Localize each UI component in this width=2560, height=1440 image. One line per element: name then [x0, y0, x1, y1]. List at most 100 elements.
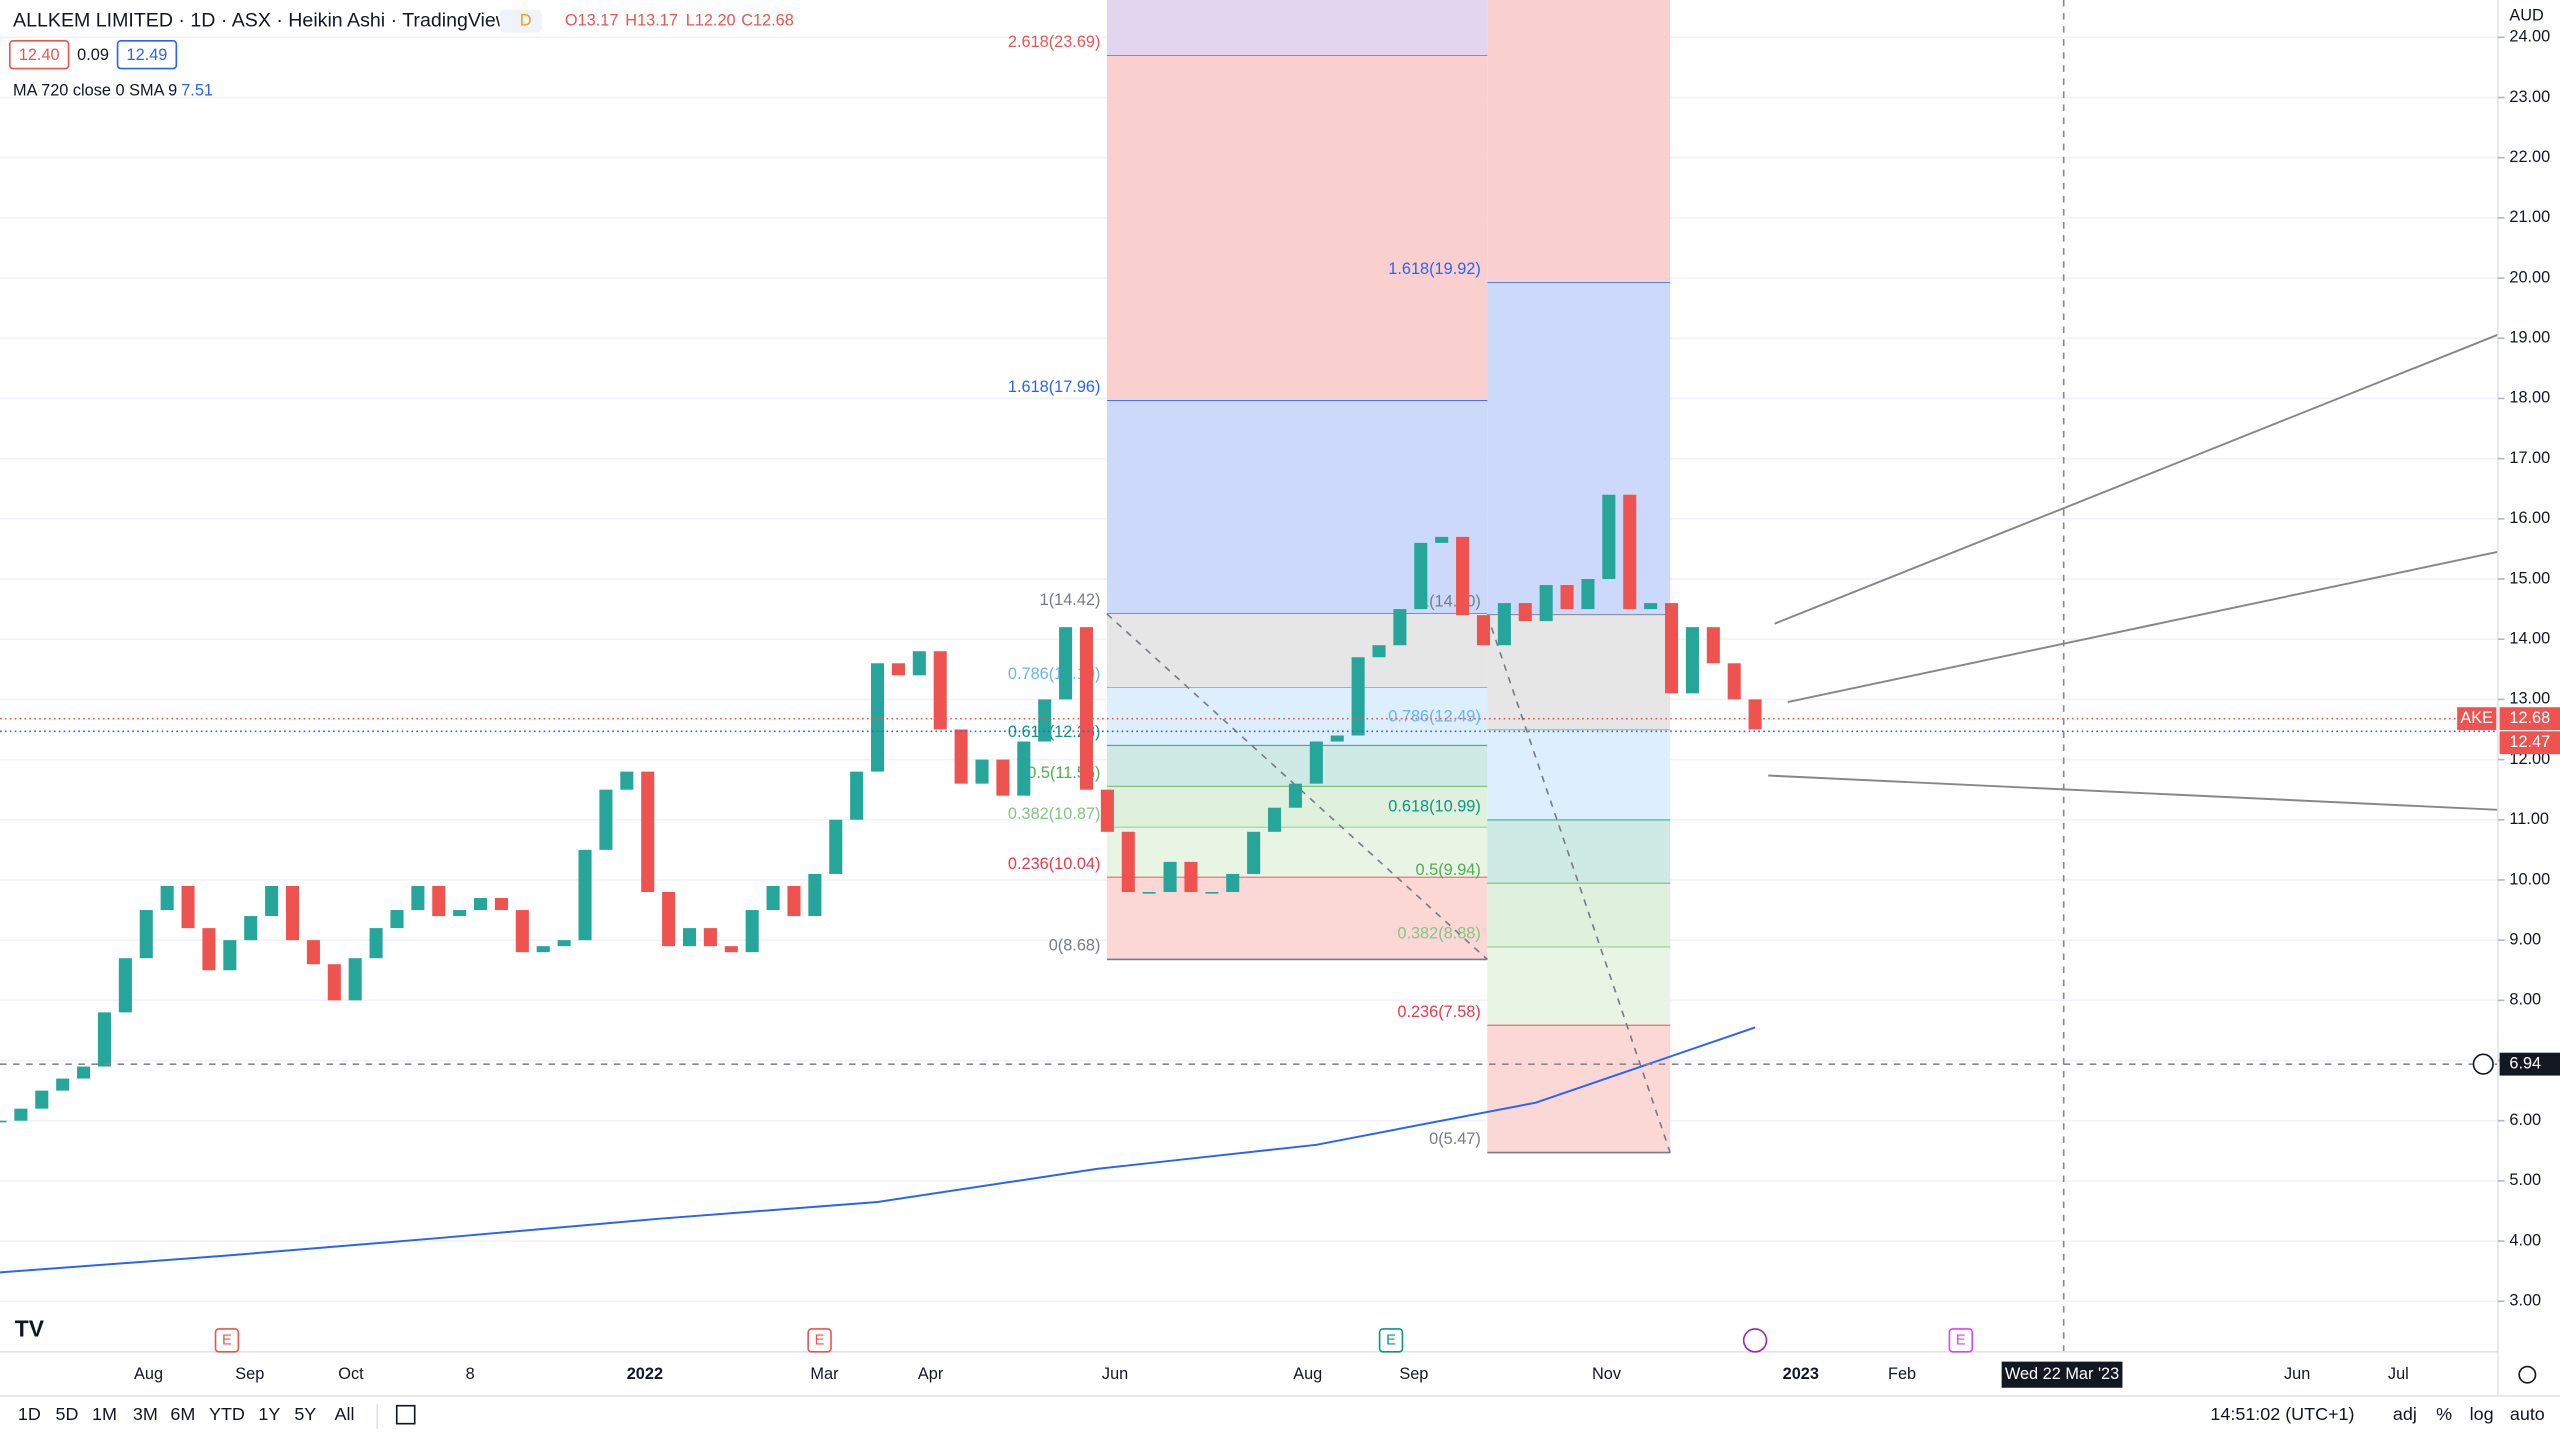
ask: 12.49: [127, 46, 168, 64]
x-tick-label: Sep: [235, 1365, 264, 1383]
candle: [432, 885, 446, 917]
range-button[interactable]: 1M: [92, 1404, 117, 1424]
y-tick-label: 23.00: [2509, 88, 2550, 106]
candle: [1414, 542, 1428, 610]
candle: [1518, 603, 1532, 622]
candle: [139, 910, 153, 959]
range-button[interactable]: YTD: [209, 1404, 245, 1424]
settings-icon[interactable]: [2518, 1365, 2537, 1384]
candle: [1539, 585, 1553, 622]
option-button[interactable]: adj: [2393, 1404, 2417, 1424]
event-label: E: [222, 1332, 232, 1348]
y-tick-label: 22.00: [2509, 148, 2550, 166]
candle: [369, 928, 383, 959]
candle: [766, 885, 780, 911]
fib-label: 1.618(17.96): [1008, 378, 1101, 396]
range-button[interactable]: 5Y: [294, 1404, 316, 1424]
candle: [1456, 536, 1470, 616]
candle: [1476, 615, 1491, 646]
candle: [160, 885, 174, 911]
option-button[interactable]: auto: [2510, 1404, 2545, 1424]
fib-label: 0.236(7.58): [1397, 1003, 1480, 1021]
candle: [1059, 627, 1073, 700]
candle: [1288, 783, 1302, 808]
candle: [181, 885, 195, 929]
range-button[interactable]: 6M: [170, 1404, 195, 1424]
event-label: E: [1956, 1332, 1966, 1348]
candle: [829, 819, 843, 874]
candle: [1372, 645, 1386, 658]
candle: [77, 1066, 91, 1079]
event-box[interactable]: [807, 1328, 832, 1353]
y-tick-label: 6.00: [2509, 1111, 2541, 1129]
candle: [1581, 579, 1595, 610]
y-tick-label: 17.00: [2509, 449, 2550, 467]
ma-tag: [2499, 731, 2560, 755]
dividend-event[interactable]: [1742, 1328, 1768, 1353]
range-button[interactable]: All: [335, 1404, 355, 1424]
event-box[interactable]: [1948, 1328, 1974, 1353]
bid-box[interactable]: [8, 40, 70, 70]
candle: [808, 873, 822, 917]
crosshair-add[interactable]: [2472, 1053, 2494, 1075]
x-tick-label: Nov: [1592, 1365, 1622, 1383]
x-tick-label: Aug: [134, 1365, 163, 1383]
candle: [1644, 603, 1658, 610]
range-button[interactable]: 1Y: [258, 1404, 280, 1424]
y-tick-label: 13.00: [2509, 690, 2550, 708]
candle: [536, 946, 550, 953]
x-tick-label: Sep: [1399, 1365, 1428, 1383]
range-button[interactable]: 1D: [18, 1404, 41, 1424]
candle: [954, 729, 968, 784]
y-tick-label: 9.00: [2509, 930, 2541, 948]
fib-zone: [1106, 687, 1488, 746]
candle: [348, 958, 362, 1001]
fib-label: 2.618(23.69): [1008, 33, 1101, 51]
fib-zone: [1106, 55, 1488, 401]
candle: [557, 940, 571, 947]
y-tick-label: 14.00: [2509, 630, 2550, 648]
option-button[interactable]: log: [2470, 1404, 2494, 1424]
candle: [1079, 627, 1094, 790]
candle: [850, 771, 864, 820]
fib-label: 0.618(10.99): [1388, 798, 1481, 816]
candle: [662, 891, 676, 947]
candle: [285, 885, 300, 941]
last-label: 12.68: [2509, 709, 2550, 727]
candle: [1602, 494, 1616, 580]
candle: [1184, 861, 1198, 892]
candle: [0, 1120, 7, 1123]
x-tick-label: Jun: [1102, 1365, 1128, 1383]
date-range-icon[interactable]: [395, 1404, 416, 1425]
fib-label: 1(14.40): [1420, 592, 1481, 610]
chart-title: ALLKEM LIMITED · 1D · ASX · Heikin Ashi …: [13, 9, 511, 31]
option-button[interactable]: %: [2436, 1404, 2452, 1424]
candle: [453, 910, 467, 917]
candle: [1393, 609, 1407, 646]
range-button[interactable]: 3M: [133, 1404, 158, 1424]
event-label: E: [815, 1332, 825, 1348]
currency: AUD: [2509, 7, 2543, 25]
candle: [1685, 627, 1699, 694]
y-tick-label: 20.00: [2509, 268, 2550, 286]
candle: [494, 898, 508, 911]
candle: [97, 1012, 112, 1067]
y-tick-label: 3.00: [2509, 1292, 2541, 1310]
candle: [1497, 603, 1511, 646]
candle: [1748, 699, 1762, 730]
y-tick-label: 4.00: [2509, 1231, 2541, 1249]
event-box[interactable]: [1378, 1328, 1404, 1353]
fib-label: 1(14.42): [1040, 591, 1101, 609]
range-button[interactable]: 5D: [55, 1404, 78, 1424]
fib-zone: [1487, 730, 1671, 821]
y-tick-label: 18.00: [2509, 389, 2550, 407]
x-tick-label: Jul: [2388, 1365, 2409, 1383]
ask-box[interactable]: [116, 40, 178, 70]
candle: [975, 759, 989, 784]
event-box[interactable]: [214, 1328, 240, 1353]
event-label: E: [1386, 1332, 1396, 1348]
candle: [912, 651, 926, 676]
x-tick-label: Mar: [810, 1365, 839, 1383]
candle: [703, 928, 717, 947]
candle: [56, 1078, 70, 1091]
